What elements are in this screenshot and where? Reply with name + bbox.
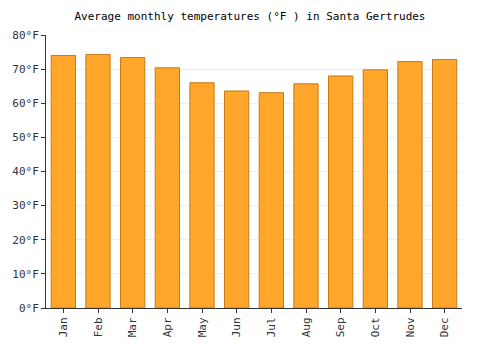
svg-text:70°F: 70°F bbox=[12, 63, 39, 76]
svg-text:60°F: 60°F bbox=[12, 97, 39, 110]
svg-text:40°F: 40°F bbox=[12, 165, 39, 178]
svg-text:Dec: Dec bbox=[438, 317, 451, 337]
svg-text:Jan: Jan bbox=[57, 317, 70, 337]
svg-text:Mar: Mar bbox=[126, 317, 139, 337]
svg-text:Sep: Sep bbox=[334, 317, 347, 337]
svg-text:Average monthly temperatures (: Average monthly temperatures (°F ) in Sa… bbox=[75, 10, 426, 23]
svg-text:Feb: Feb bbox=[92, 317, 105, 337]
svg-text:May: May bbox=[196, 317, 209, 337]
svg-text:Nov: Nov bbox=[404, 317, 417, 337]
svg-text:Jul: Jul bbox=[265, 317, 278, 337]
svg-text:Apr: Apr bbox=[161, 317, 174, 337]
svg-text:50°F: 50°F bbox=[12, 131, 39, 144]
svg-text:80°F: 80°F bbox=[12, 29, 39, 42]
svg-text:30°F: 30°F bbox=[12, 199, 39, 212]
svg-text:Oct: Oct bbox=[369, 317, 382, 337]
svg-text:Aug: Aug bbox=[300, 317, 313, 337]
svg-text:Jun: Jun bbox=[230, 317, 243, 337]
svg-text:20°F: 20°F bbox=[12, 234, 39, 247]
svg-text:0°F: 0°F bbox=[19, 302, 39, 315]
svg-text:10°F: 10°F bbox=[12, 268, 39, 281]
